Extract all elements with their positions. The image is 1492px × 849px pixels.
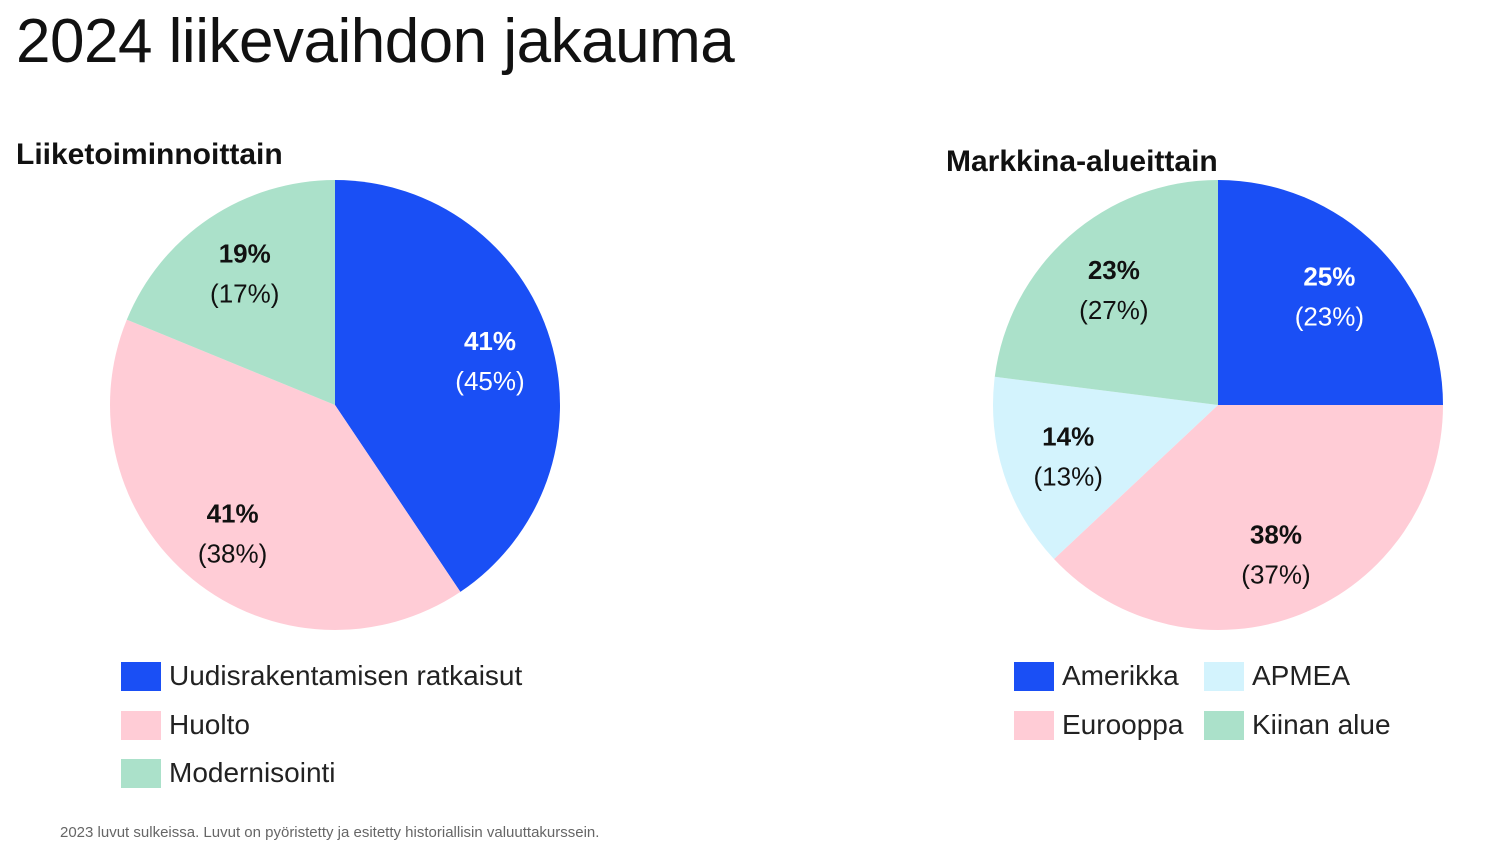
data-label-market-0: 25%: [1303, 262, 1355, 292]
legend-item-kiinan-alue: Kiinan alue: [1204, 709, 1391, 741]
prev-year-label-market-0: (23%): [1295, 302, 1364, 332]
chart-title-business: Liiketoiminnoittain: [16, 138, 283, 171]
legend-swatch: [1014, 710, 1054, 740]
legend-swatch: [1204, 710, 1244, 740]
legend-label: Kiinan alue: [1252, 709, 1391, 740]
prev-year-label-market-3: (27%): [1079, 295, 1148, 325]
data-label-market-1: 38%: [1250, 519, 1302, 549]
data-label-business-1: 41%: [207, 499, 259, 529]
legend-swatch: [121, 758, 161, 788]
legend-label: Modernisointi: [169, 757, 336, 788]
legend-label: Amerikka: [1062, 660, 1179, 691]
legend-item-apmea: APMEA: [1204, 660, 1350, 692]
pie-slice-business-2: [126, 179, 335, 405]
chart-title-market: Markkina-alueittain: [946, 145, 1218, 178]
legend-item-amerikka: Amerikka: [1014, 660, 1179, 692]
legend-item-uudisrakentamisen: Uudisrakentamisen ratkaisut: [121, 660, 522, 692]
legend-swatch: [121, 710, 161, 740]
pie-slice-market-2: [992, 376, 1218, 560]
legend-item-modernisointi: Modernisointi: [121, 757, 336, 789]
pie-slice-business-1: [110, 319, 461, 630]
data-label-market-3: 23%: [1088, 255, 1140, 285]
pie-slice-market-3: [994, 180, 1218, 405]
legend-swatch: [121, 661, 161, 691]
legend-label: APMEA: [1252, 660, 1351, 691]
prev-year-label-business-2: (17%): [210, 278, 279, 308]
legend-item-huolto: Huolto: [121, 709, 250, 741]
pie-slice-market-1: [1053, 405, 1443, 631]
prev-year-label-business-0: (45%): [455, 366, 524, 396]
legend-label: Eurooppa: [1062, 709, 1184, 740]
legend-label: Huolto: [169, 709, 250, 740]
data-label-market-2: 14%: [1042, 422, 1094, 452]
legend-label: Uudisrakentamisen ratkaisut: [169, 660, 523, 691]
legend-swatch: [1014, 661, 1054, 691]
pie-slice-business-0: [335, 180, 561, 592]
footnote: 2023 luvut sulkeissa. Luvut on pyöristet…: [60, 824, 600, 841]
page-title: 2024 liikevaihdon jakauma: [16, 7, 735, 76]
prev-year-label-market-2: (13%): [1034, 462, 1103, 492]
legend-item-eurooppa: Eurooppa: [1014, 709, 1183, 741]
prev-year-label-business-1: (38%): [198, 539, 267, 569]
data-label-business-0: 41%: [464, 326, 516, 356]
data-label-business-2: 19%: [219, 238, 271, 268]
pie-slice-market-0: [1218, 180, 1443, 405]
legend-swatch: [1204, 661, 1244, 691]
prev-year-label-market-1: (37%): [1241, 559, 1310, 589]
